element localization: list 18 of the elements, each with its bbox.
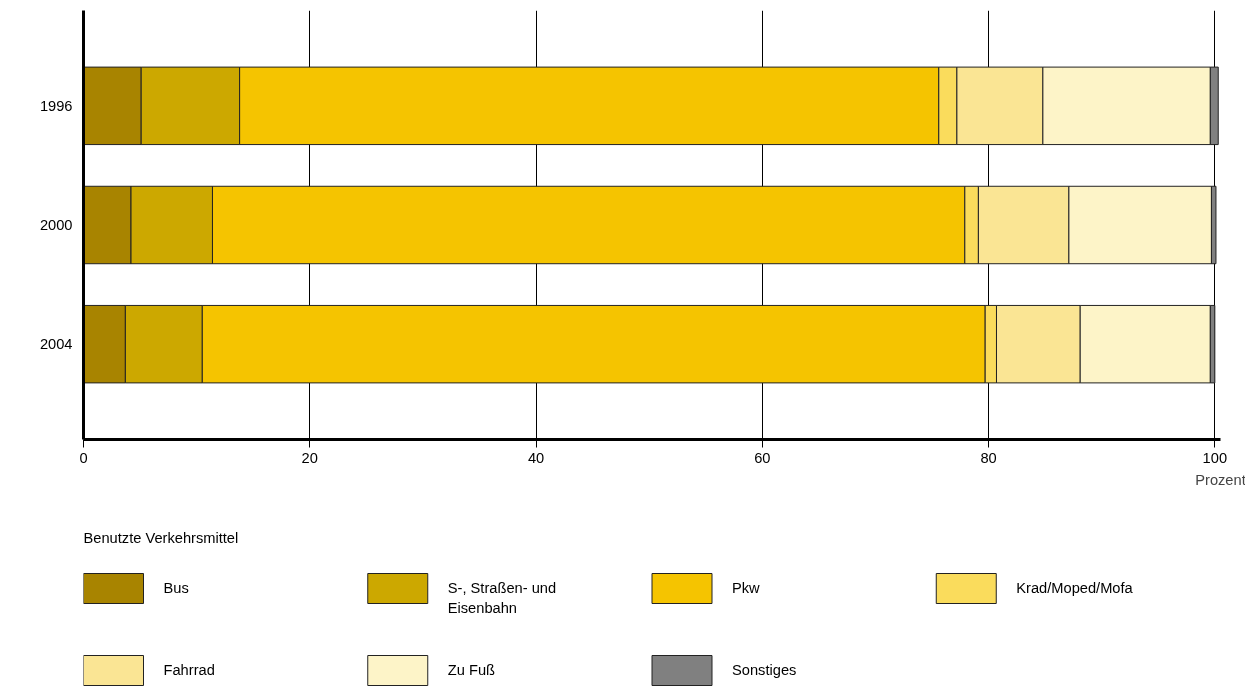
y-tick-label: 2000 <box>39 217 73 233</box>
x-tick-label: 0 <box>79 449 88 466</box>
y-tick-label: 2004 <box>39 336 73 353</box>
legend-label: Bus <box>163 579 189 596</box>
x-tick-label: 80 <box>980 449 997 466</box>
x-tick-label: 100 <box>1202 449 1228 466</box>
legend-label: Krad/Moped/Mofa <box>1016 579 1134 596</box>
legend-label: S-, Straßen- und Eisenbahn <box>447 579 557 617</box>
x-tick-label: 60 <box>754 449 771 466</box>
legend-label: Sonstiges <box>732 661 797 678</box>
y-tick-label: 1996 <box>39 97 73 114</box>
x-tick-label: 40 <box>527 449 545 466</box>
legend-title: Benutzte Verkehrsmittel <box>83 529 239 546</box>
x-axis-title: Prozent <box>1195 471 1246 488</box>
x-tick-label: 20 <box>301 449 318 466</box>
legend-label: Zu Fuß <box>447 661 496 678</box>
legend-label: Fahrrad <box>163 661 215 678</box>
legend-label: Pkw <box>732 579 761 596</box>
